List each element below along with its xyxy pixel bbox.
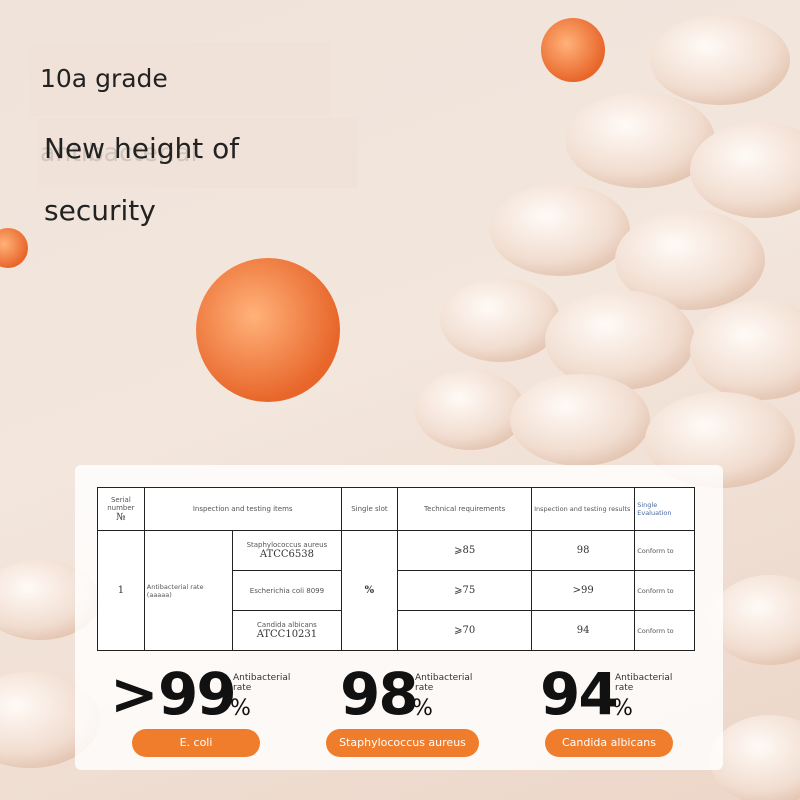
requirement-cell: ⩾85: [397, 530, 533, 571]
stat-unit: %: [412, 696, 433, 721]
evaluation-cell: Conform to: [634, 610, 695, 651]
organism-pill: E. coli: [132, 729, 260, 757]
stat-value: 99: [158, 660, 237, 728]
stat-label: Antibacterial rate: [615, 673, 673, 693]
header-cell: Serial number №: [97, 487, 145, 531]
requirement-cell: ⩾70: [397, 610, 533, 651]
test-table: Serial number № Inspection and testing it…: [97, 487, 695, 651]
subitem-cell: Staphylococcus aureus ATCC6538: [232, 530, 342, 571]
stat-value: 98: [340, 660, 419, 728]
subitem-code: ATCC6538: [259, 549, 314, 560]
header-cell: Technical requirements: [397, 487, 533, 531]
header-cell: Inspection and testing results: [531, 487, 636, 531]
stat-label: Antibacterial rate: [233, 673, 291, 693]
serial-cell: 1: [97, 530, 145, 651]
table-row: Escherichia coli 8099 ⩾75 >99 Conform to: [98, 570, 695, 611]
header-text: №: [116, 511, 126, 523]
stat-value: 94: [540, 660, 619, 728]
header-cell: Single Evaluation: [634, 487, 695, 531]
header-text: Serial number: [107, 495, 135, 512]
result-cell: 94: [531, 610, 636, 651]
stat-unit: %: [230, 696, 251, 721]
stat: >99% Antibacterial rate: [110, 660, 310, 728]
subitem-name: Escherichia coli 8099: [249, 586, 325, 595]
organism-pill: Staphylococcus aureus: [326, 729, 479, 757]
subitem-cell: Candida albicans ATCC10231: [232, 610, 342, 651]
stat-prefix: >: [110, 660, 159, 728]
stat-label: Antibacterial rate: [415, 673, 473, 693]
header-cell: Inspection and testing items: [143, 487, 342, 531]
item-cell: Antibacterial rate (aaaaa): [143, 530, 234, 651]
subitem-name: Candida albicans: [257, 621, 317, 629]
title: 10a grade antibacterial: [30, 42, 330, 167]
organism-pill: Candida albicans: [545, 729, 673, 757]
table-row: Candida albicans ATCC10231 ⩾70 94 Conform to: [98, 610, 695, 651]
result-cell: 98: [531, 530, 636, 571]
evaluation-cell: Conform to: [634, 530, 695, 571]
unit-cell: %: [340, 530, 399, 651]
subitem-cell: Escherichia coli 8099: [232, 570, 342, 611]
subitem-code: ATCC10231: [256, 629, 318, 640]
result-cell: >99: [531, 570, 636, 611]
subitem-name: Staphylococcus aureus: [246, 541, 328, 549]
stat-unit: %: [612, 696, 633, 721]
stat: 94% Antibacterial rate: [540, 660, 740, 728]
header-cell: Single slot: [340, 487, 399, 531]
evaluation-cell: Conform to: [634, 570, 695, 611]
subtitle: New height of security: [38, 118, 358, 227]
stat: 98% Antibacterial rate: [340, 660, 540, 728]
table-row: 1 Antibacterial rate (aaaaa) Staphylococcu…: [97, 530, 695, 651]
requirement-cell: ⩾75: [397, 570, 533, 611]
